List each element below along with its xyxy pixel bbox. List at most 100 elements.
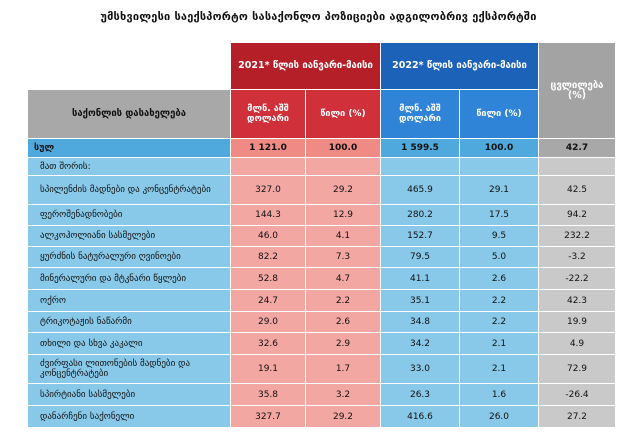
row-name: სულ bbox=[27, 138, 231, 158]
row-change: 94.2 bbox=[538, 204, 616, 226]
row-value-2021: 29.0 bbox=[230, 311, 306, 333]
header-share-2021: წილი (%) bbox=[305, 89, 381, 139]
header-share-2022: წილი (%) bbox=[459, 89, 539, 139]
row-name: ფეროშენადნობები bbox=[27, 204, 231, 226]
row-value-2021: 24.7 bbox=[230, 289, 306, 312]
header-change: ცვლილება (%) bbox=[538, 42, 616, 139]
row-share-2021: 1.7 bbox=[305, 354, 381, 384]
row-value-2021: 52.8 bbox=[230, 267, 306, 290]
row-change: 19.9 bbox=[538, 311, 616, 333]
row-share-2021: 2.2 bbox=[305, 289, 381, 312]
row-empty bbox=[230, 157, 306, 176]
row-value-2022: 79.5 bbox=[380, 246, 460, 268]
row-share-2021: 12.9 bbox=[305, 204, 381, 226]
table-row: ძვირფასი ლითონების მადნები და კონცენტრატ… bbox=[27, 354, 616, 384]
table-row-note: მათ შორის: bbox=[27, 157, 616, 176]
row-share-2022: 29.1 bbox=[459, 175, 539, 205]
row-value-2022: 34.2 bbox=[380, 332, 460, 355]
export-table: 2021* წლის იანვარი-მაისი 2022* წლის იანვ… bbox=[27, 42, 616, 428]
table-row: დანარჩენი საქონელი 327.7 29.2 416.6 26.0 27.2 bbox=[27, 405, 616, 428]
row-value-2021: 327.7 bbox=[230, 405, 306, 428]
page-title: უმსხვილესი საექსპორტო სასაქონლო პოზიციებ… bbox=[100, 10, 537, 23]
row-share-2021: 2.6 bbox=[305, 311, 381, 333]
row-change: 72.9 bbox=[538, 354, 616, 384]
row-change: 42.7 bbox=[538, 138, 616, 158]
row-name: თხილი და სხვა კაკალი bbox=[27, 332, 231, 355]
row-share-2022: 2.1 bbox=[459, 354, 539, 384]
row-change: 4.9 bbox=[538, 332, 616, 355]
row-share-2022: 2.6 bbox=[459, 267, 539, 290]
row-value-2021: 144.3 bbox=[230, 204, 306, 226]
row-share-2022: 2.2 bbox=[459, 289, 539, 312]
row-value-2021: 19.1 bbox=[230, 354, 306, 384]
row-change: -3.2 bbox=[538, 246, 616, 268]
table-row: ტრიკოტაჟის ნაწარმი 29.0 2.6 34.8 2.2 19.9 bbox=[27, 311, 616, 333]
row-note-label: მათ შორის: bbox=[27, 157, 231, 176]
header-row-columns: საქონლის დასახელება მლნ. აშშ დოლარი წილი… bbox=[27, 89, 616, 139]
row-change: -26.4 bbox=[538, 383, 616, 406]
row-share-2022: 5.0 bbox=[459, 246, 539, 268]
row-value-2022: 465.9 bbox=[380, 175, 460, 205]
row-value-2022: 280.2 bbox=[380, 204, 460, 226]
row-change: 232.2 bbox=[538, 225, 616, 247]
row-value-2021: 35.8 bbox=[230, 383, 306, 406]
row-name: ყურძნის ნატურალური ღვინოები bbox=[27, 246, 231, 268]
header-period-2022: 2022* წლის იანვარი-მაისი bbox=[380, 42, 539, 90]
row-name: სპილენძის მადნები და კონცენტრატები bbox=[27, 175, 231, 205]
header-product-name: საქონლის დასახელება bbox=[27, 89, 231, 139]
table-row: ყურძნის ნატურალური ღვინოები 82.2 7.3 79.5 5.… bbox=[27, 246, 616, 268]
row-share-2022: 2.2 bbox=[459, 311, 539, 333]
row-share-2022: 100.0 bbox=[459, 138, 539, 158]
row-value-2022: 35.1 bbox=[380, 289, 460, 312]
header-value-2021: მლნ. აშშ დოლარი bbox=[230, 89, 306, 139]
row-value-2021: 46.0 bbox=[230, 225, 306, 247]
row-value-2022: 1 599.5 bbox=[380, 138, 460, 158]
row-value-2022: 26.3 bbox=[380, 383, 460, 406]
row-share-2021: 7.3 bbox=[305, 246, 381, 268]
row-value-2021: 32.6 bbox=[230, 332, 306, 355]
table-row: სპილენძის მადნები და კონცენტრატები 327.0 2… bbox=[27, 175, 616, 205]
row-empty bbox=[459, 157, 539, 176]
row-change: 27.2 bbox=[538, 405, 616, 428]
row-empty bbox=[305, 157, 381, 176]
row-value-2022: 152.7 bbox=[380, 225, 460, 247]
row-value-2022: 34.8 bbox=[380, 311, 460, 333]
header-blank bbox=[27, 42, 231, 90]
row-change: 42.3 bbox=[538, 289, 616, 312]
row-change: 42.5 bbox=[538, 175, 616, 205]
row-name: ალკოჰოლიანი სასმელები bbox=[27, 225, 231, 247]
row-empty bbox=[380, 157, 460, 176]
table-row: ფეროშენადნობები 144.3 12.9 280.2 17.5 94.2 bbox=[27, 204, 616, 226]
header-value-2022: მლნ. აშშ დოლარი bbox=[380, 89, 460, 139]
row-share-2022: 17.5 bbox=[459, 204, 539, 226]
row-value-2021: 82.2 bbox=[230, 246, 306, 268]
header-row-periods: 2021* წლის იანვარი-მაისი 2022* წლის იანვ… bbox=[27, 42, 616, 139]
row-value-2021: 327.0 bbox=[230, 175, 306, 205]
row-empty bbox=[538, 157, 616, 176]
row-share-2021: 29.2 bbox=[305, 405, 381, 428]
row-share-2022: 26.0 bbox=[459, 405, 539, 428]
table-row: მინერალური და მტკნარი წყლები 52.8 4.7 41.1 2… bbox=[27, 267, 616, 290]
header-period-2021: 2021* წლის იანვარი-მაისი bbox=[230, 42, 381, 90]
row-share-2021: 3.2 bbox=[305, 383, 381, 406]
row-name: ოქრო bbox=[27, 289, 231, 312]
table-row-total: სულ 1 121.0 100.0 1 599.5 100.0 42.7 bbox=[27, 138, 616, 158]
row-name: ძვირფასი ლითონების მადნები და კონცენტრატ… bbox=[27, 354, 231, 384]
row-value-2022: 41.1 bbox=[380, 267, 460, 290]
row-share-2022: 9.5 bbox=[459, 225, 539, 247]
row-name: მინერალური და მტკნარი წყლები bbox=[27, 267, 231, 290]
row-change: -22.2 bbox=[538, 267, 616, 290]
row-name: სპირტიანი სასმელები bbox=[27, 383, 231, 406]
table-row: ალკოჰოლიანი სასმელები 46.0 4.1 152.7 9.5 232.… bbox=[27, 225, 616, 247]
row-share-2021: 4.1 bbox=[305, 225, 381, 247]
table-row: სპირტიანი სასმელები 35.8 3.2 26.3 1.6 -26.4 bbox=[27, 383, 616, 406]
row-value-2021: 1 121.0 bbox=[230, 138, 306, 158]
row-share-2022: 1.6 bbox=[459, 383, 539, 406]
row-share-2022: 2.1 bbox=[459, 332, 539, 355]
row-share-2021: 2.9 bbox=[305, 332, 381, 355]
table-row: თხილი და სხვა კაკალი 32.6 2.9 34.2 2.1 4.9 bbox=[27, 332, 616, 355]
row-share-2021: 29.2 bbox=[305, 175, 381, 205]
row-name: ტრიკოტაჟის ნაწარმი bbox=[27, 311, 231, 333]
table-row: ოქრო 24.7 2.2 35.1 2.2 42.3 bbox=[27, 289, 616, 312]
